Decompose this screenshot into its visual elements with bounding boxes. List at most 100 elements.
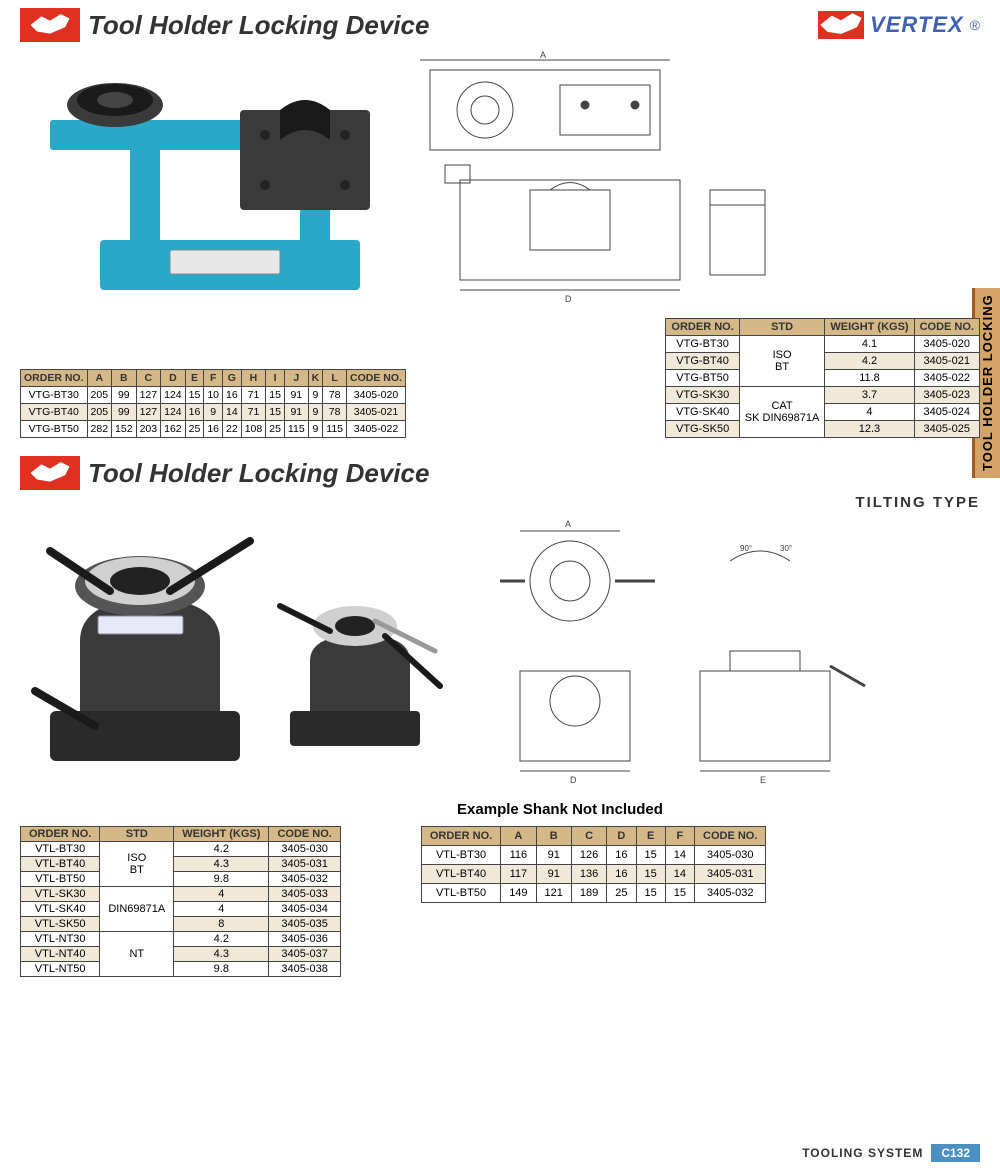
table-cell: 136 xyxy=(571,865,606,884)
table-header: CODE NO. xyxy=(914,319,979,336)
table-header: D xyxy=(607,827,636,846)
table-cell: 116 xyxy=(501,846,536,865)
table-cell: ISOBT xyxy=(739,336,825,387)
table-cell: VTL-NT50 xyxy=(21,962,100,977)
table-cell: 3405-025 xyxy=(914,421,979,438)
example-note: Example Shank Not Included xyxy=(140,801,980,818)
table-header: ORDER NO. xyxy=(21,370,88,387)
table-cell: 71 xyxy=(241,404,266,421)
table-cell: 4.2 xyxy=(174,842,269,857)
table-cell: 189 xyxy=(571,884,606,903)
table-row: VTG-BT5028215220316225162210825115911534… xyxy=(21,421,406,438)
table-cell: 91 xyxy=(536,846,571,865)
table-cell: 78 xyxy=(323,404,347,421)
table-header-row: ORDER NO.ABCDEFGHIJKLCODE NO. xyxy=(21,370,406,387)
table-cell: 3405-038 xyxy=(269,962,340,977)
table-row: VTL-NT30NT4.23405-036 xyxy=(21,932,341,947)
table-cell: 205 xyxy=(87,404,112,421)
header-2: Tool Holder Locking Device xyxy=(20,456,980,490)
table-cell: 108 xyxy=(241,421,266,438)
table-cell: 9 xyxy=(308,421,323,438)
table-cell: 16 xyxy=(223,387,242,404)
page-title-1: Tool Holder Locking Device xyxy=(88,10,818,41)
table-cell: 16 xyxy=(185,404,204,421)
technical-diagram-1: A D xyxy=(410,50,790,310)
table-cell: VTG-SK30 xyxy=(666,387,739,404)
table-cell: NT xyxy=(100,932,174,977)
table-cell: 4 xyxy=(174,902,269,917)
table-cell: 115 xyxy=(284,421,308,438)
table-cell: 3405-035 xyxy=(269,917,340,932)
svg-text:A: A xyxy=(540,50,546,60)
table-header: B xyxy=(536,827,571,846)
table-cell: 25 xyxy=(607,884,636,903)
table-cell: 3405-021 xyxy=(914,353,979,370)
table-row: VTL-BT40117911361615143405-031 xyxy=(421,865,766,884)
table-cell: 127 xyxy=(136,387,161,404)
brand-text: VERTEX xyxy=(870,12,964,38)
table-header-row: ORDER NO.ABCDEFCODE NO. xyxy=(421,827,766,846)
table-cell: 121 xyxy=(536,884,571,903)
table-header: L xyxy=(323,370,347,387)
table-cell: 91 xyxy=(284,387,308,404)
table-cell: 15 xyxy=(266,387,285,404)
table-cell: VTL-BT30 xyxy=(21,842,100,857)
table-cell: 25 xyxy=(185,421,204,438)
table-header: K xyxy=(308,370,323,387)
table-row: VTL-BT30116911261615143405-030 xyxy=(421,846,766,865)
table-header: F xyxy=(204,370,223,387)
table-header: C xyxy=(136,370,161,387)
table-header: E xyxy=(636,827,665,846)
svg-text:A: A xyxy=(565,519,571,529)
table-header: C xyxy=(571,827,606,846)
table-header: H xyxy=(241,370,266,387)
table-header: I xyxy=(266,370,285,387)
table-cell: 4 xyxy=(825,404,914,421)
weight-table-2: ORDER NO.STDWEIGHT (KGS)CODE NO.VTL-BT30… xyxy=(20,826,341,977)
table-row: VTL-NT404.33405-037 xyxy=(21,947,341,962)
brand-logo: VERTEX ® xyxy=(818,11,980,39)
table-cell: 3.7 xyxy=(825,387,914,404)
table-cell: 126 xyxy=(571,846,606,865)
table-header: ORDER NO. xyxy=(666,319,739,336)
table-header: J xyxy=(284,370,308,387)
table-cell: 14 xyxy=(665,865,694,884)
table-cell: 22 xyxy=(223,421,242,438)
table-header: CODE NO. xyxy=(269,827,340,842)
table-cell: 91 xyxy=(536,865,571,884)
table-row: VTG-BT4020599127124169147115919783405-02… xyxy=(21,404,406,421)
table-row: VTL-NT50 9.83405-038 xyxy=(21,962,341,977)
table-header: A xyxy=(87,370,112,387)
table-cell: VTG-BT30 xyxy=(21,387,88,404)
table-cell: VTL-SK50 xyxy=(21,917,100,932)
table-cell: VTG-BT30 xyxy=(666,336,739,353)
table-row: VTL-SK30DIN69871A43405-033 xyxy=(21,887,341,902)
svg-text:90°: 90° xyxy=(740,544,752,553)
header-1: Tool Holder Locking Device VERTEX ® xyxy=(20,8,980,42)
table-cell: 3405-022 xyxy=(914,370,979,387)
table-cell: 124 xyxy=(161,387,186,404)
table-cell: 15 xyxy=(636,884,665,903)
table-cell: 3405-036 xyxy=(269,932,340,947)
table-row: VTG-BT30205991271241510167115919783405-0… xyxy=(21,387,406,404)
table-cell: ISOBT xyxy=(100,842,174,887)
table-cell: 3405-032 xyxy=(695,884,766,903)
table-cell: 149 xyxy=(501,884,536,903)
table-cell: CATSK DIN69871A xyxy=(739,387,825,438)
table-row: VTG-BT30ISOBT4.13405-020 xyxy=(666,336,980,353)
table-cell: 3405-030 xyxy=(269,842,340,857)
page-footer: TOOLING SYSTEM C132 xyxy=(802,1144,980,1162)
table-cell: 4.3 xyxy=(174,857,269,872)
table-cell: 99 xyxy=(112,404,137,421)
table-cell: 12.3 xyxy=(825,421,914,438)
table-header: A xyxy=(501,827,536,846)
table-cell: 9.8 xyxy=(174,962,269,977)
table-cell: 71 xyxy=(241,387,266,404)
table-cell: 3405-024 xyxy=(914,404,979,421)
table-cell: 15 xyxy=(185,387,204,404)
dimensions-table-1: ORDER NO.ABCDEFGHIJKLCODE NO.VTG-BT30205… xyxy=(20,369,406,438)
table-header-row: ORDER NO.STDWEIGHT (KGS)CODE NO. xyxy=(21,827,341,842)
table-cell: 4.3 xyxy=(174,947,269,962)
table-cell: 127 xyxy=(136,404,161,421)
table-cell: 205 xyxy=(87,387,112,404)
